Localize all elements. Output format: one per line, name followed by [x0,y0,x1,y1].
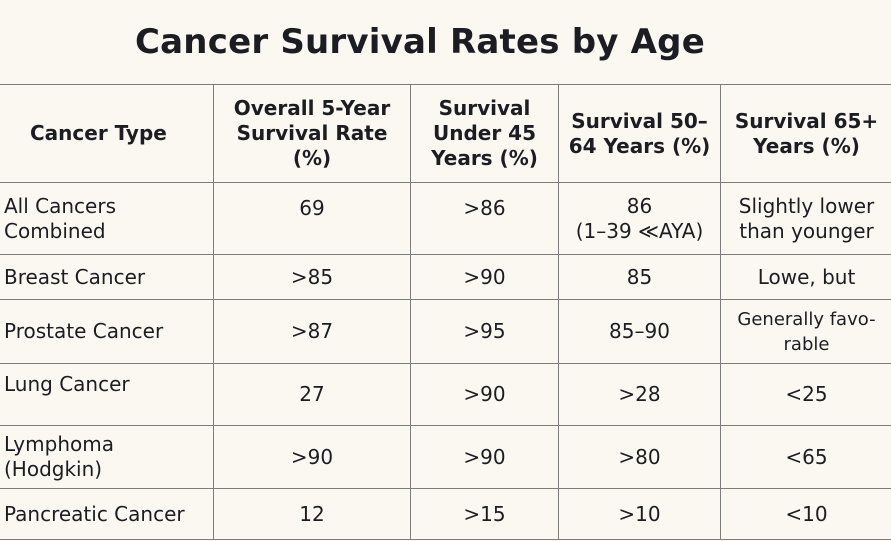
cell-65-plus-line1: Slightly lower [725,194,888,219]
cell-cancer-type: All Cancers Combined [0,183,214,255]
cell-cancer-type: Lung Cancer [0,364,214,426]
header-overall-survival: Overall 5-Year Survival Rate (%) [214,85,411,183]
cell-cancer-type-line2: Combined [4,219,209,244]
cell-overall: 12 [214,489,411,540]
table-row: Pancreatic Cancer 12 >15 >10 <10 [0,489,891,540]
header-under-45: Survival Under 45 Years (%) [411,85,559,183]
header-50-64: Survival 50–64 Years (%) [559,85,721,183]
document-page: Cancer Survival Rates by Age Cancer Type… [0,0,891,541]
cell-65-plus: <65 [721,426,891,489]
cell-overall: 69 [214,183,411,255]
cell-under-45: >15 [411,489,559,540]
cell-65-plus-line2: than younger [725,219,888,244]
cell-65-plus: Slightly lower than younger [721,183,891,255]
cell-cancer-type: Prostate Cancer [0,300,214,364]
cell-50-64-line2: (1–39 ≪AYA) [563,219,716,244]
cell-cancer-type: Pancreatic Cancer [0,489,214,540]
cell-under-45: >90 [411,364,559,426]
cell-65-plus: <25 [721,364,891,426]
cell-50-64-line1: 86 [563,194,716,219]
cell-under-45: >86 [411,183,559,255]
cell-cancer-type-value: Lung Cancer [4,372,130,396]
cell-50-64: 85 [559,255,721,300]
cell-65-plus-line1: Generally favo- [725,307,888,332]
cell-overall-value: 69 [299,196,324,220]
cell-cancer-type: Lymphoma (Hodgkin) [0,426,214,489]
cell-under-45-value: >86 [463,196,505,220]
survival-table: Cancer Type Overall 5-Year Survival Rate… [0,84,891,540]
cell-under-45: >95 [411,300,559,364]
table-row: Lung Cancer 27 >90 >28 <25 [0,364,891,426]
table-row: All Cancers Combined 69 >86 86 (1–39 ≪AY… [0,183,891,255]
cell-under-45: >90 [411,426,559,489]
cell-65-plus: Generally favo- rable [721,300,891,364]
table-row: Breast Cancer >85 >90 85 Lowe, but [0,255,891,300]
header-cancer-type: Cancer Type [0,85,214,183]
cell-overall: >90 [214,426,411,489]
cell-65-plus-line2: rable [725,332,888,357]
cell-65-plus: <10 [721,489,891,540]
cell-50-64: 85–90 [559,300,721,364]
cell-cancer-type-line1: All Cancers [4,194,209,219]
cell-cancer-type-line2: (Hodgkin) [4,457,209,482]
cell-overall: 27 [214,364,411,426]
cell-under-45: >90 [411,255,559,300]
cell-overall: >85 [214,255,411,300]
table-row: Lymphoma (Hodgkin) >90 >90 >80 <65 [0,426,891,489]
cell-overall: >87 [214,300,411,364]
cell-50-64: 86 (1–39 ≪AYA) [559,183,721,255]
cell-50-64: >10 [559,489,721,540]
cell-cancer-type: Breast Cancer [0,255,214,300]
header-65-plus: Survival 65+ Years (%) [721,85,891,183]
cell-50-64: >28 [559,364,721,426]
table-row: Prostate Cancer >87 >95 85–90 Generally … [0,300,891,364]
page-title: Cancer Survival Rates by Age [0,22,840,62]
cell-65-plus: Lowe, but [721,255,891,300]
cell-50-64: >80 [559,426,721,489]
cell-cancer-type-line1: Lymphoma [4,432,209,457]
table-header-row: Cancer Type Overall 5-Year Survival Rate… [0,85,891,183]
